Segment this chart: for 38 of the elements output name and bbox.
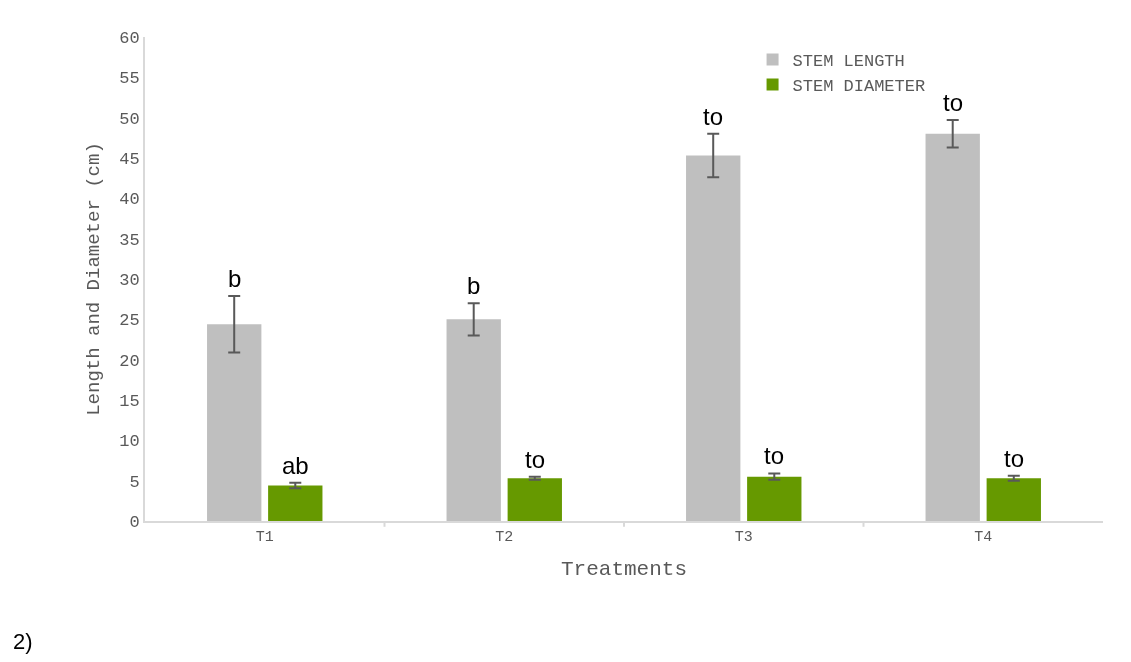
bar	[268, 485, 323, 521]
y-tick-label: 15	[119, 391, 140, 411]
y-tick-label: 45	[119, 149, 140, 169]
x-tick-label: T3	[734, 529, 753, 546]
x-axis-title: Treatments	[560, 557, 688, 581]
bar	[747, 476, 802, 521]
annotation: to	[703, 103, 724, 130]
annotation: ab	[282, 452, 309, 479]
y-tick-label: 20	[119, 351, 140, 371]
y-tick-label: 5	[129, 472, 140, 492]
y-tick-label: 10	[119, 432, 140, 452]
y-tick-label: 0	[129, 512, 140, 532]
annotation: to	[943, 89, 964, 116]
bar	[207, 324, 262, 521]
legend-label: STEM LENGTH	[792, 52, 905, 72]
annotation: b	[228, 265, 242, 292]
bar	[925, 133, 980, 521]
y-tick-label: 35	[119, 230, 140, 250]
annotation: to	[1004, 445, 1025, 472]
bar	[986, 478, 1041, 521]
legend-label: STEM DIAMETER	[792, 77, 926, 97]
y-tick-label: 40	[119, 190, 140, 210]
x-tick-label: T4	[974, 529, 993, 546]
bar	[446, 319, 501, 521]
bar	[686, 155, 741, 521]
bar	[507, 478, 562, 521]
y-tick-label: 50	[119, 109, 140, 129]
x-tick-label: T1	[255, 529, 274, 546]
annotation: b	[467, 272, 481, 299]
y-tick-label: 25	[119, 311, 140, 331]
text: 2)	[13, 629, 33, 654]
y-axis-title: Length and Diameter (cm)	[82, 142, 105, 416]
x-tick-label: T2	[495, 529, 514, 546]
annotation: to	[525, 446, 546, 473]
y-tick-label: 60	[119, 28, 140, 48]
y-tick-label: 55	[119, 69, 140, 89]
y-tick-label: 30	[119, 270, 140, 290]
annotation: to	[764, 442, 785, 469]
